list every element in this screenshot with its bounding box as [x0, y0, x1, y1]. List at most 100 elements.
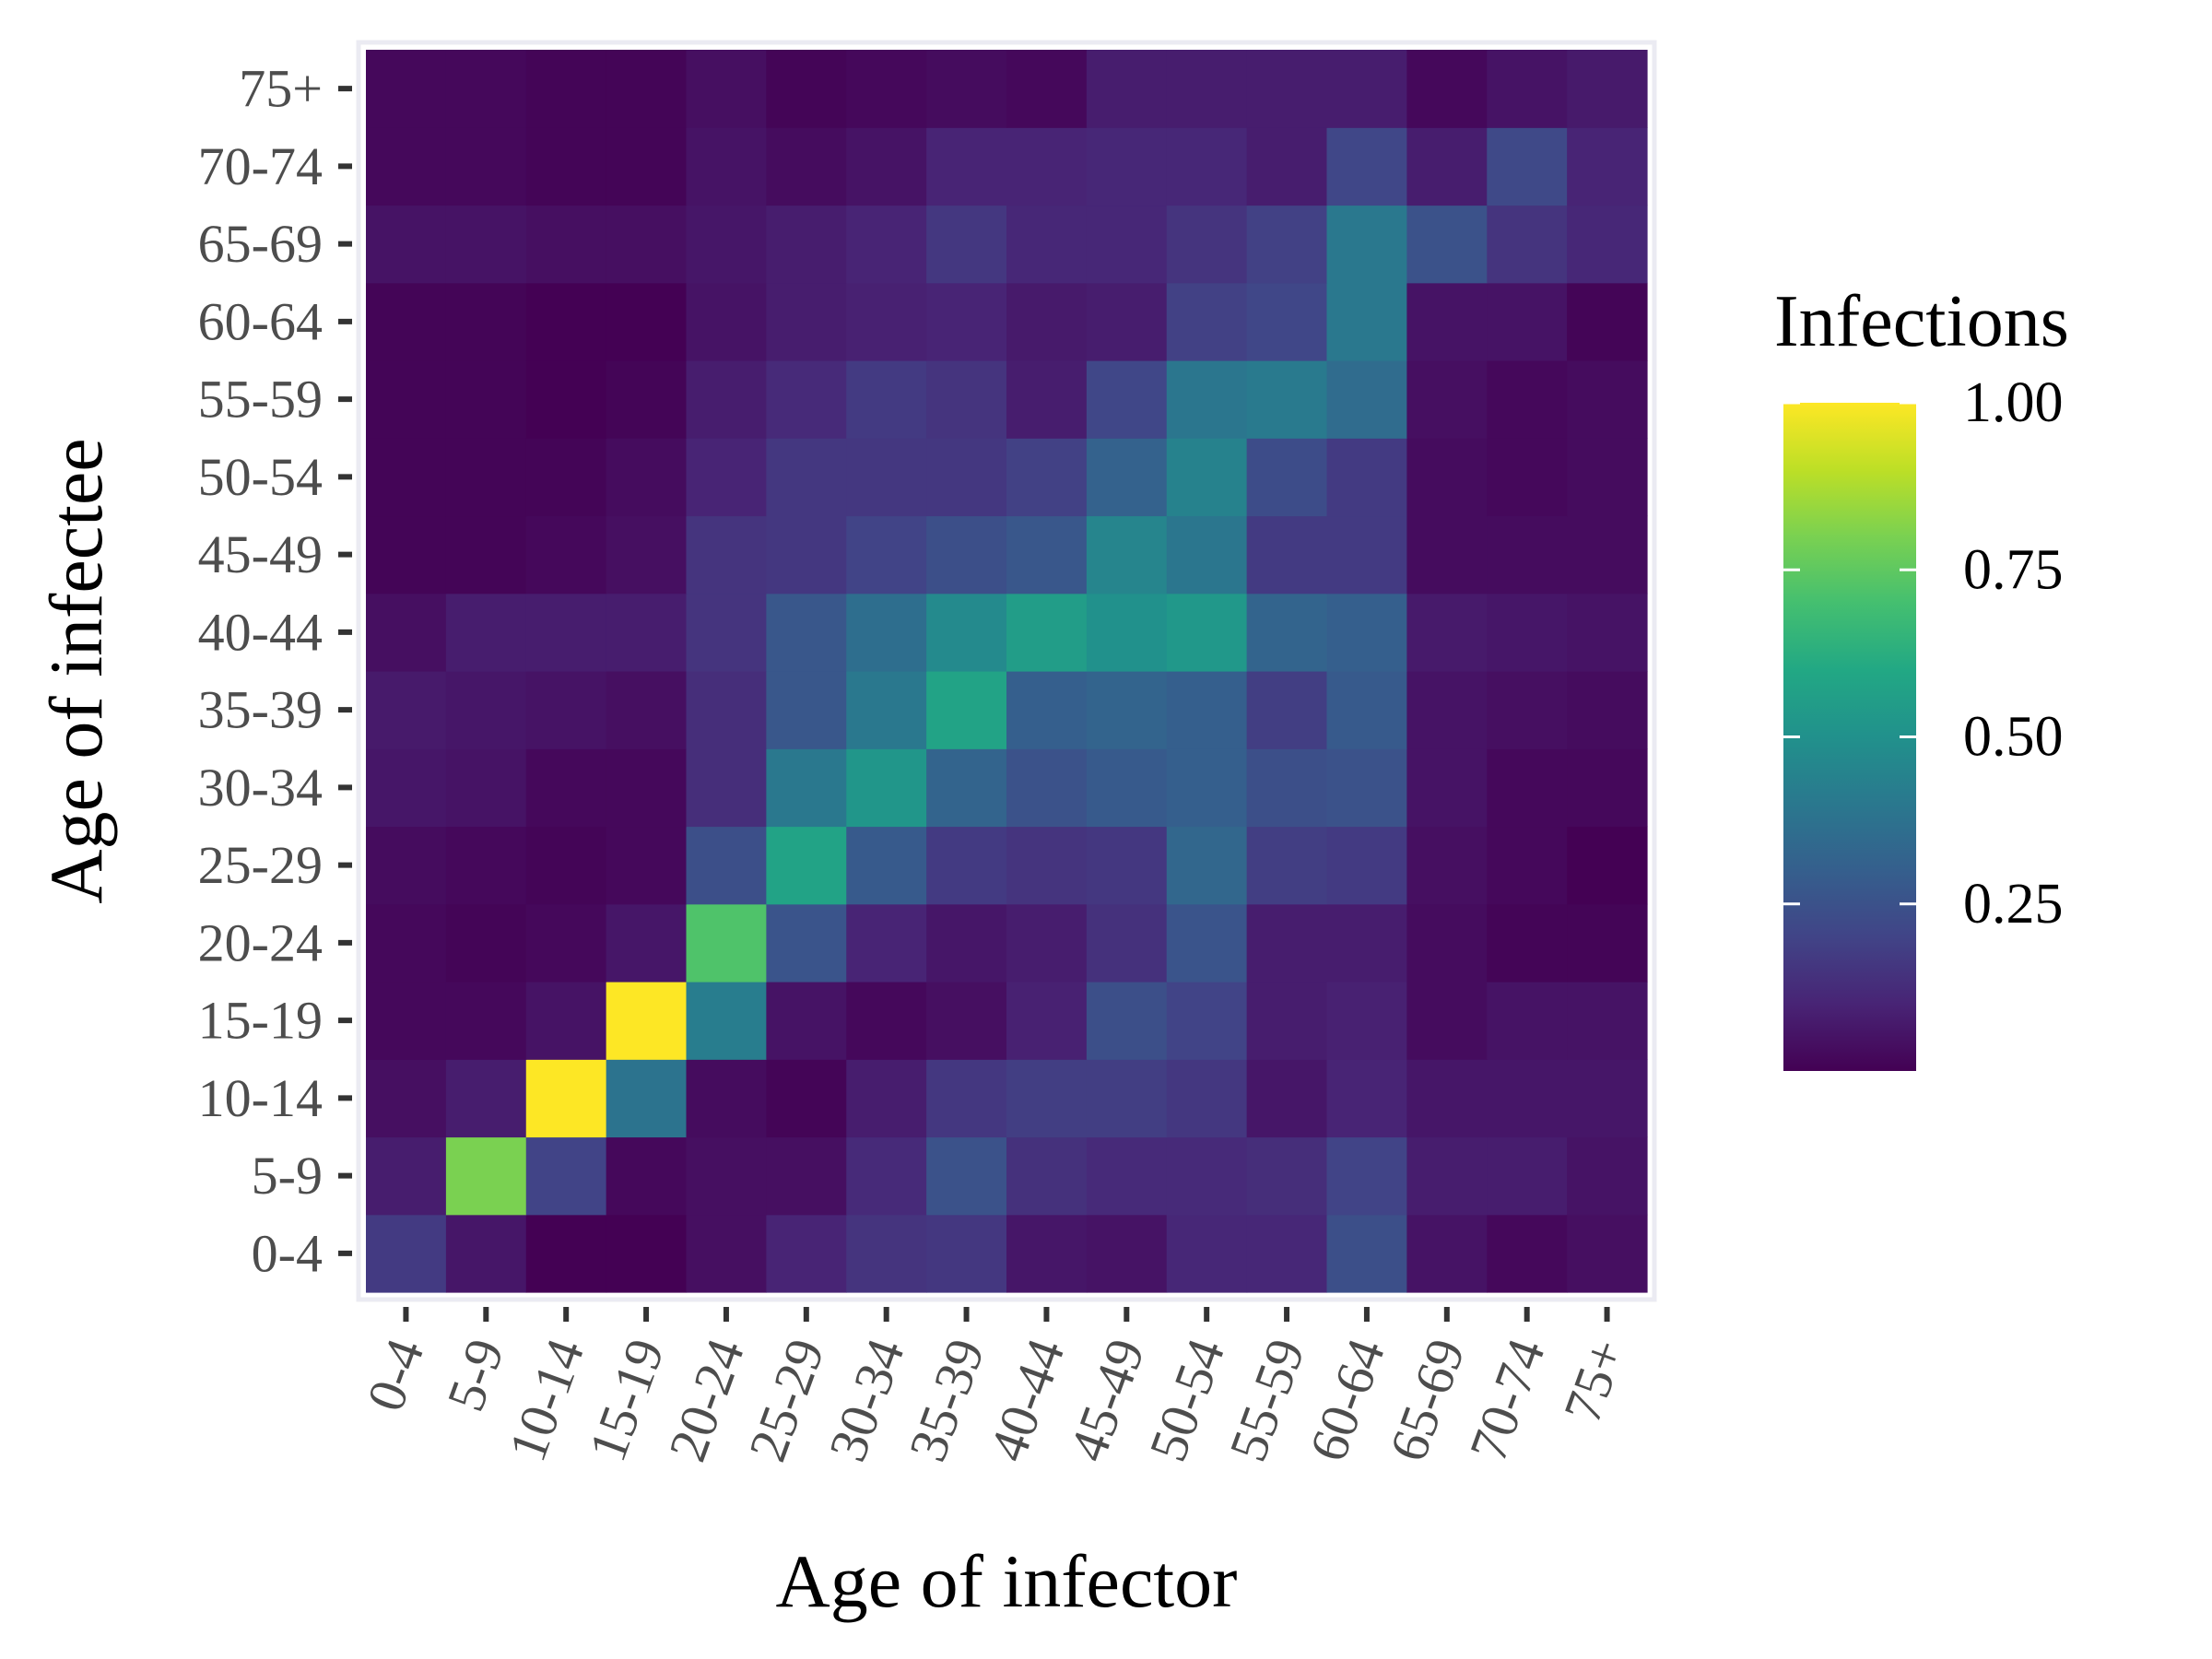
heatmap-cell	[846, 1136, 927, 1216]
heatmap-cell	[525, 360, 607, 439]
heatmap-cell	[1567, 360, 1648, 439]
heatmap-cell	[1567, 1214, 1648, 1293]
y-tick-label: 20-24	[198, 912, 323, 972]
heatmap-cell	[1567, 903, 1648, 982]
heatmap-cell	[1246, 1136, 1328, 1216]
heatmap-cell	[366, 282, 447, 361]
heatmap-cell	[846, 826, 927, 905]
heatmap-cell	[686, 50, 767, 128]
heatmap-cell	[1006, 360, 1088, 439]
heatmap-cell	[1086, 593, 1168, 672]
heatmap-cell	[1567, 593, 1648, 672]
heatmap-cell	[1006, 903, 1088, 982]
heatmap-cell	[1406, 360, 1488, 439]
heatmap-cell	[1406, 826, 1488, 905]
heatmap-cell	[1006, 515, 1088, 594]
heatmap-cell	[606, 1214, 688, 1293]
heatmap-cell	[366, 205, 447, 284]
heatmap-cell	[1166, 982, 1248, 1060]
heatmap-cell	[1406, 127, 1488, 206]
y-tick-label: 25-29	[198, 835, 323, 895]
heatmap-cell	[1166, 205, 1248, 284]
y-tick-label: 0-4	[252, 1223, 323, 1283]
heatmap-cell	[1487, 903, 1568, 982]
y-tick-label: 50-54	[198, 447, 323, 507]
heatmap-cell	[1006, 438, 1088, 517]
heatmap-cell	[686, 360, 767, 439]
heatmap-cell	[1326, 1136, 1407, 1216]
heatmap-cell	[1406, 982, 1488, 1060]
heatmap-cell	[525, 1214, 607, 1293]
heatmap-cell	[1326, 1059, 1407, 1138]
heatmap-cell	[1086, 1136, 1168, 1216]
heatmap-cell	[445, 515, 527, 594]
heatmap-cell	[766, 282, 847, 361]
heatmap-cell	[686, 282, 767, 361]
heatmap-cell	[926, 748, 1007, 828]
heatmap-cell	[1326, 1214, 1407, 1293]
heatmap-cell	[606, 360, 688, 439]
heatmap-cell	[525, 438, 607, 517]
heatmap-cell	[606, 127, 688, 206]
heatmap-cell	[1326, 593, 1407, 672]
heatmap-cell	[1326, 360, 1407, 439]
heatmap-cell	[1487, 360, 1568, 439]
heatmap-cell	[1086, 1059, 1168, 1138]
heatmap-cell	[1166, 438, 1248, 517]
heatmap-cell	[1406, 50, 1488, 128]
heatmap-cell	[1567, 205, 1648, 284]
heatmap-cell	[1326, 50, 1407, 128]
heatmap-cell	[1246, 282, 1328, 361]
heatmap-cell	[1086, 438, 1168, 517]
heatmap-cell	[1166, 671, 1248, 749]
heatmap-cell	[926, 671, 1007, 749]
heatmap-cell	[445, 282, 527, 361]
heatmap-cell	[686, 515, 767, 594]
heatmap-cell	[766, 593, 847, 672]
heatmap-cell	[686, 205, 767, 284]
heatmap-cell	[366, 1214, 447, 1293]
legend-title: Infections	[1774, 281, 2069, 362]
heatmap-cell	[525, 282, 607, 361]
heatmap-cell	[606, 282, 688, 361]
heatmap-cell	[606, 205, 688, 284]
heatmap-cell	[606, 903, 688, 982]
heatmap-cell	[445, 1059, 527, 1138]
heatmap-cell	[1567, 826, 1648, 905]
heatmap-cell	[846, 282, 927, 361]
heatmap-cell	[1086, 671, 1168, 749]
heatmap-cell	[1006, 982, 1088, 1060]
heatmap-cell	[606, 748, 688, 828]
colorbar-tick-label: 0.75	[1963, 538, 2064, 601]
heatmap-cell	[1406, 205, 1488, 284]
y-tick-label: 70-74	[198, 136, 323, 196]
heatmap-cell	[686, 438, 767, 517]
heatmap-cell	[846, 903, 927, 982]
heatmap-cell	[606, 515, 688, 594]
heatmap-cell	[686, 1136, 767, 1216]
heatmap-cell	[445, 1136, 527, 1216]
heatmap-cell	[366, 903, 447, 982]
heatmap-cell	[1006, 1136, 1088, 1216]
heatmap-cell	[766, 438, 847, 517]
heatmap-cell	[525, 1059, 607, 1138]
heatmap-cell	[1246, 205, 1328, 284]
heatmap-cell	[366, 1059, 447, 1138]
heatmap-cell	[366, 982, 447, 1060]
colorbar-legend: Infections 0.25 0.50 0.75 1.00	[1774, 281, 2069, 1071]
heatmap-cell	[525, 127, 607, 206]
y-tick-label: 40-44	[198, 602, 323, 662]
heatmap-cell	[766, 903, 847, 982]
y-tick-label: 5-9	[252, 1146, 323, 1206]
heatmap-cell	[846, 360, 927, 439]
x-axis-title: Age of infector	[776, 1539, 1238, 1623]
heatmap-cell	[846, 1214, 927, 1293]
heatmap-cell	[606, 826, 688, 905]
heatmap-cell	[1246, 438, 1328, 517]
heatmap-cell	[1487, 282, 1568, 361]
heatmap-cell	[1326, 748, 1407, 828]
heatmap-cell	[1166, 127, 1248, 206]
heatmap-cell	[1326, 282, 1407, 361]
heatmap-cell	[1006, 593, 1088, 672]
heatmap-cell	[766, 1136, 847, 1216]
